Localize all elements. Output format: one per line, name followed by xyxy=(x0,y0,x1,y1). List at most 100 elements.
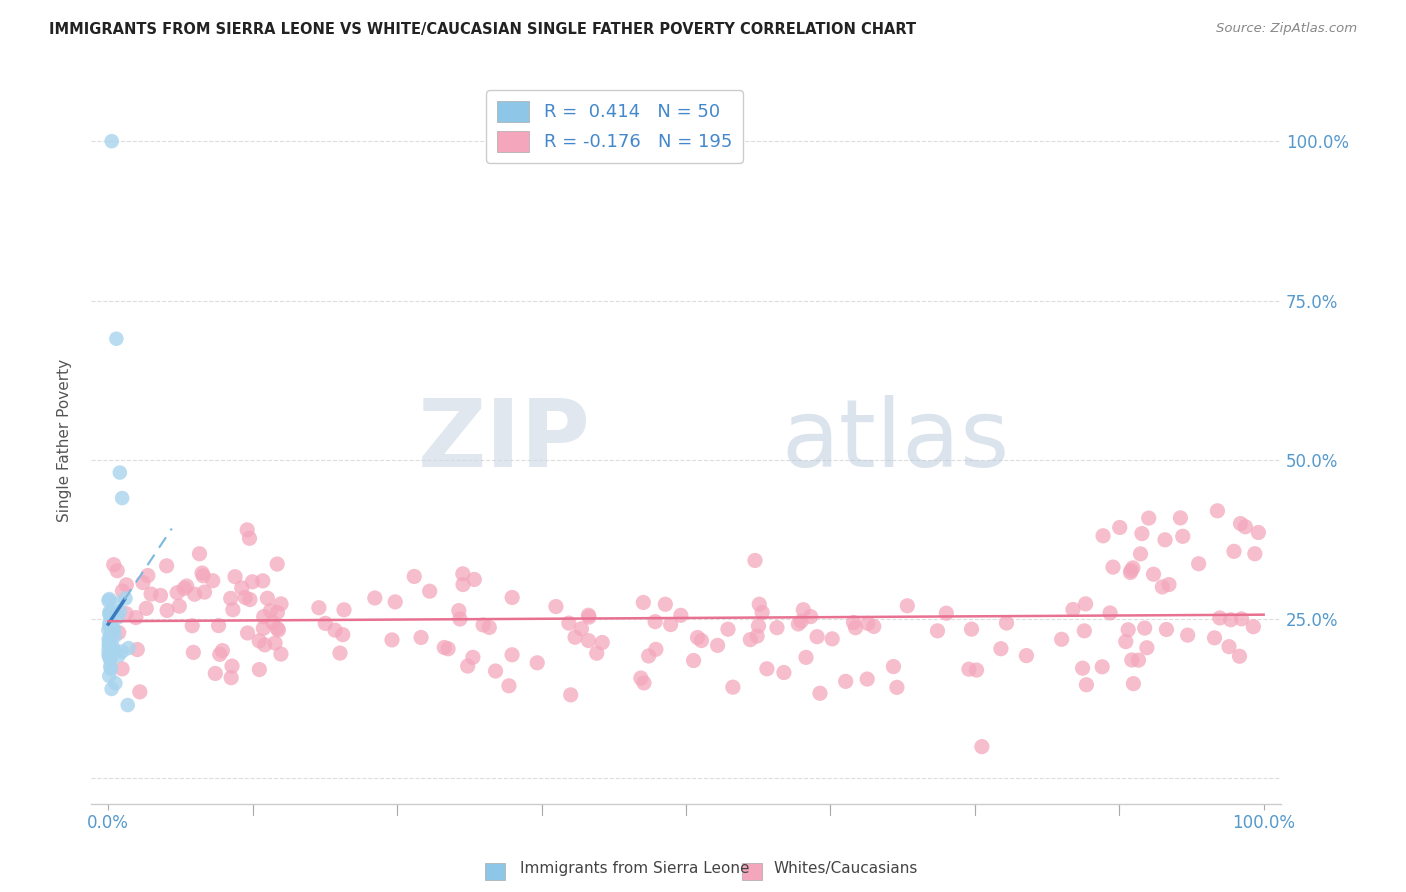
Point xyxy=(1177,628,1199,642)
Point xyxy=(219,591,242,606)
Point xyxy=(111,491,134,505)
Point xyxy=(183,645,205,659)
Point xyxy=(787,617,810,632)
Point xyxy=(821,632,844,646)
Point xyxy=(256,591,278,606)
Point xyxy=(98,653,121,667)
Text: IMMIGRANTS FROM SIERRA LEONE VS WHITE/CAUCASIAN SINGLE FATHER POVERTY CORRELATIO: IMMIGRANTS FROM SIERRA LEONE VS WHITE/CA… xyxy=(49,22,917,37)
Point xyxy=(115,607,138,621)
Point xyxy=(97,643,120,657)
Point xyxy=(630,671,652,685)
Point xyxy=(247,633,270,648)
Point xyxy=(97,648,120,662)
Point xyxy=(98,615,121,630)
Point xyxy=(191,566,214,580)
Point xyxy=(105,332,128,346)
Point xyxy=(1092,529,1115,543)
Point xyxy=(266,622,288,636)
Point xyxy=(1142,567,1164,582)
Point xyxy=(745,629,768,643)
Point xyxy=(644,615,666,629)
Point xyxy=(108,466,131,480)
Point xyxy=(1234,520,1257,534)
Point xyxy=(1137,511,1160,525)
Text: ZIP: ZIP xyxy=(418,395,591,487)
Point xyxy=(125,610,148,624)
Point xyxy=(101,610,124,624)
Legend: R =  0.414   N = 50, R = -0.176   N = 195: R = 0.414 N = 50, R = -0.176 N = 195 xyxy=(486,90,742,162)
Point xyxy=(98,607,121,622)
Point xyxy=(103,623,125,637)
Point xyxy=(404,569,426,583)
Point xyxy=(844,621,866,635)
Point xyxy=(773,665,796,680)
Point xyxy=(308,600,330,615)
Point xyxy=(842,615,865,630)
Point xyxy=(1062,602,1084,616)
Point xyxy=(644,642,666,657)
Point xyxy=(136,568,159,582)
Point xyxy=(501,591,523,605)
Point xyxy=(270,647,292,661)
Point xyxy=(766,621,789,635)
Point xyxy=(659,617,682,632)
Point xyxy=(682,654,704,668)
Point xyxy=(957,662,980,676)
Point xyxy=(166,585,188,599)
Point xyxy=(211,643,233,657)
Point xyxy=(98,669,121,683)
Point xyxy=(101,623,124,637)
Point xyxy=(896,599,918,613)
Point xyxy=(449,612,471,626)
Point xyxy=(1170,511,1192,525)
Point xyxy=(103,622,125,636)
Point xyxy=(104,629,127,643)
Point xyxy=(101,622,124,636)
Point xyxy=(633,676,655,690)
Point xyxy=(1108,520,1130,534)
Point xyxy=(591,635,613,649)
Point xyxy=(111,584,134,599)
Point xyxy=(478,620,501,634)
Point xyxy=(654,597,676,611)
Point xyxy=(101,639,124,653)
Point xyxy=(744,553,766,567)
Point xyxy=(115,578,138,592)
Point xyxy=(201,574,224,588)
Point xyxy=(222,603,245,617)
Point xyxy=(1219,613,1241,627)
Point xyxy=(207,618,229,632)
Point xyxy=(1122,676,1144,690)
Point xyxy=(1209,611,1232,625)
Point xyxy=(1122,561,1144,575)
Point xyxy=(1050,632,1073,647)
Point xyxy=(98,605,121,619)
Point xyxy=(1119,566,1142,580)
Point xyxy=(806,630,828,644)
Point xyxy=(1218,640,1240,654)
Point xyxy=(98,636,121,650)
Point xyxy=(498,679,520,693)
Point xyxy=(252,574,274,588)
Point xyxy=(1157,577,1180,591)
Point xyxy=(558,616,581,631)
Point xyxy=(472,618,495,632)
Point xyxy=(1243,547,1265,561)
Point xyxy=(266,606,288,620)
Point xyxy=(1129,547,1152,561)
Point xyxy=(100,134,122,148)
Point xyxy=(686,631,709,645)
Point xyxy=(1247,525,1270,540)
Point xyxy=(1121,653,1143,667)
Point xyxy=(101,606,124,620)
Point xyxy=(578,610,600,624)
Point xyxy=(264,636,287,650)
Point xyxy=(721,680,744,694)
Point xyxy=(856,672,879,686)
Point xyxy=(98,629,121,643)
Point xyxy=(1128,653,1150,667)
Point xyxy=(314,616,336,631)
Point xyxy=(669,608,692,623)
Point xyxy=(384,595,406,609)
Point xyxy=(191,569,214,583)
